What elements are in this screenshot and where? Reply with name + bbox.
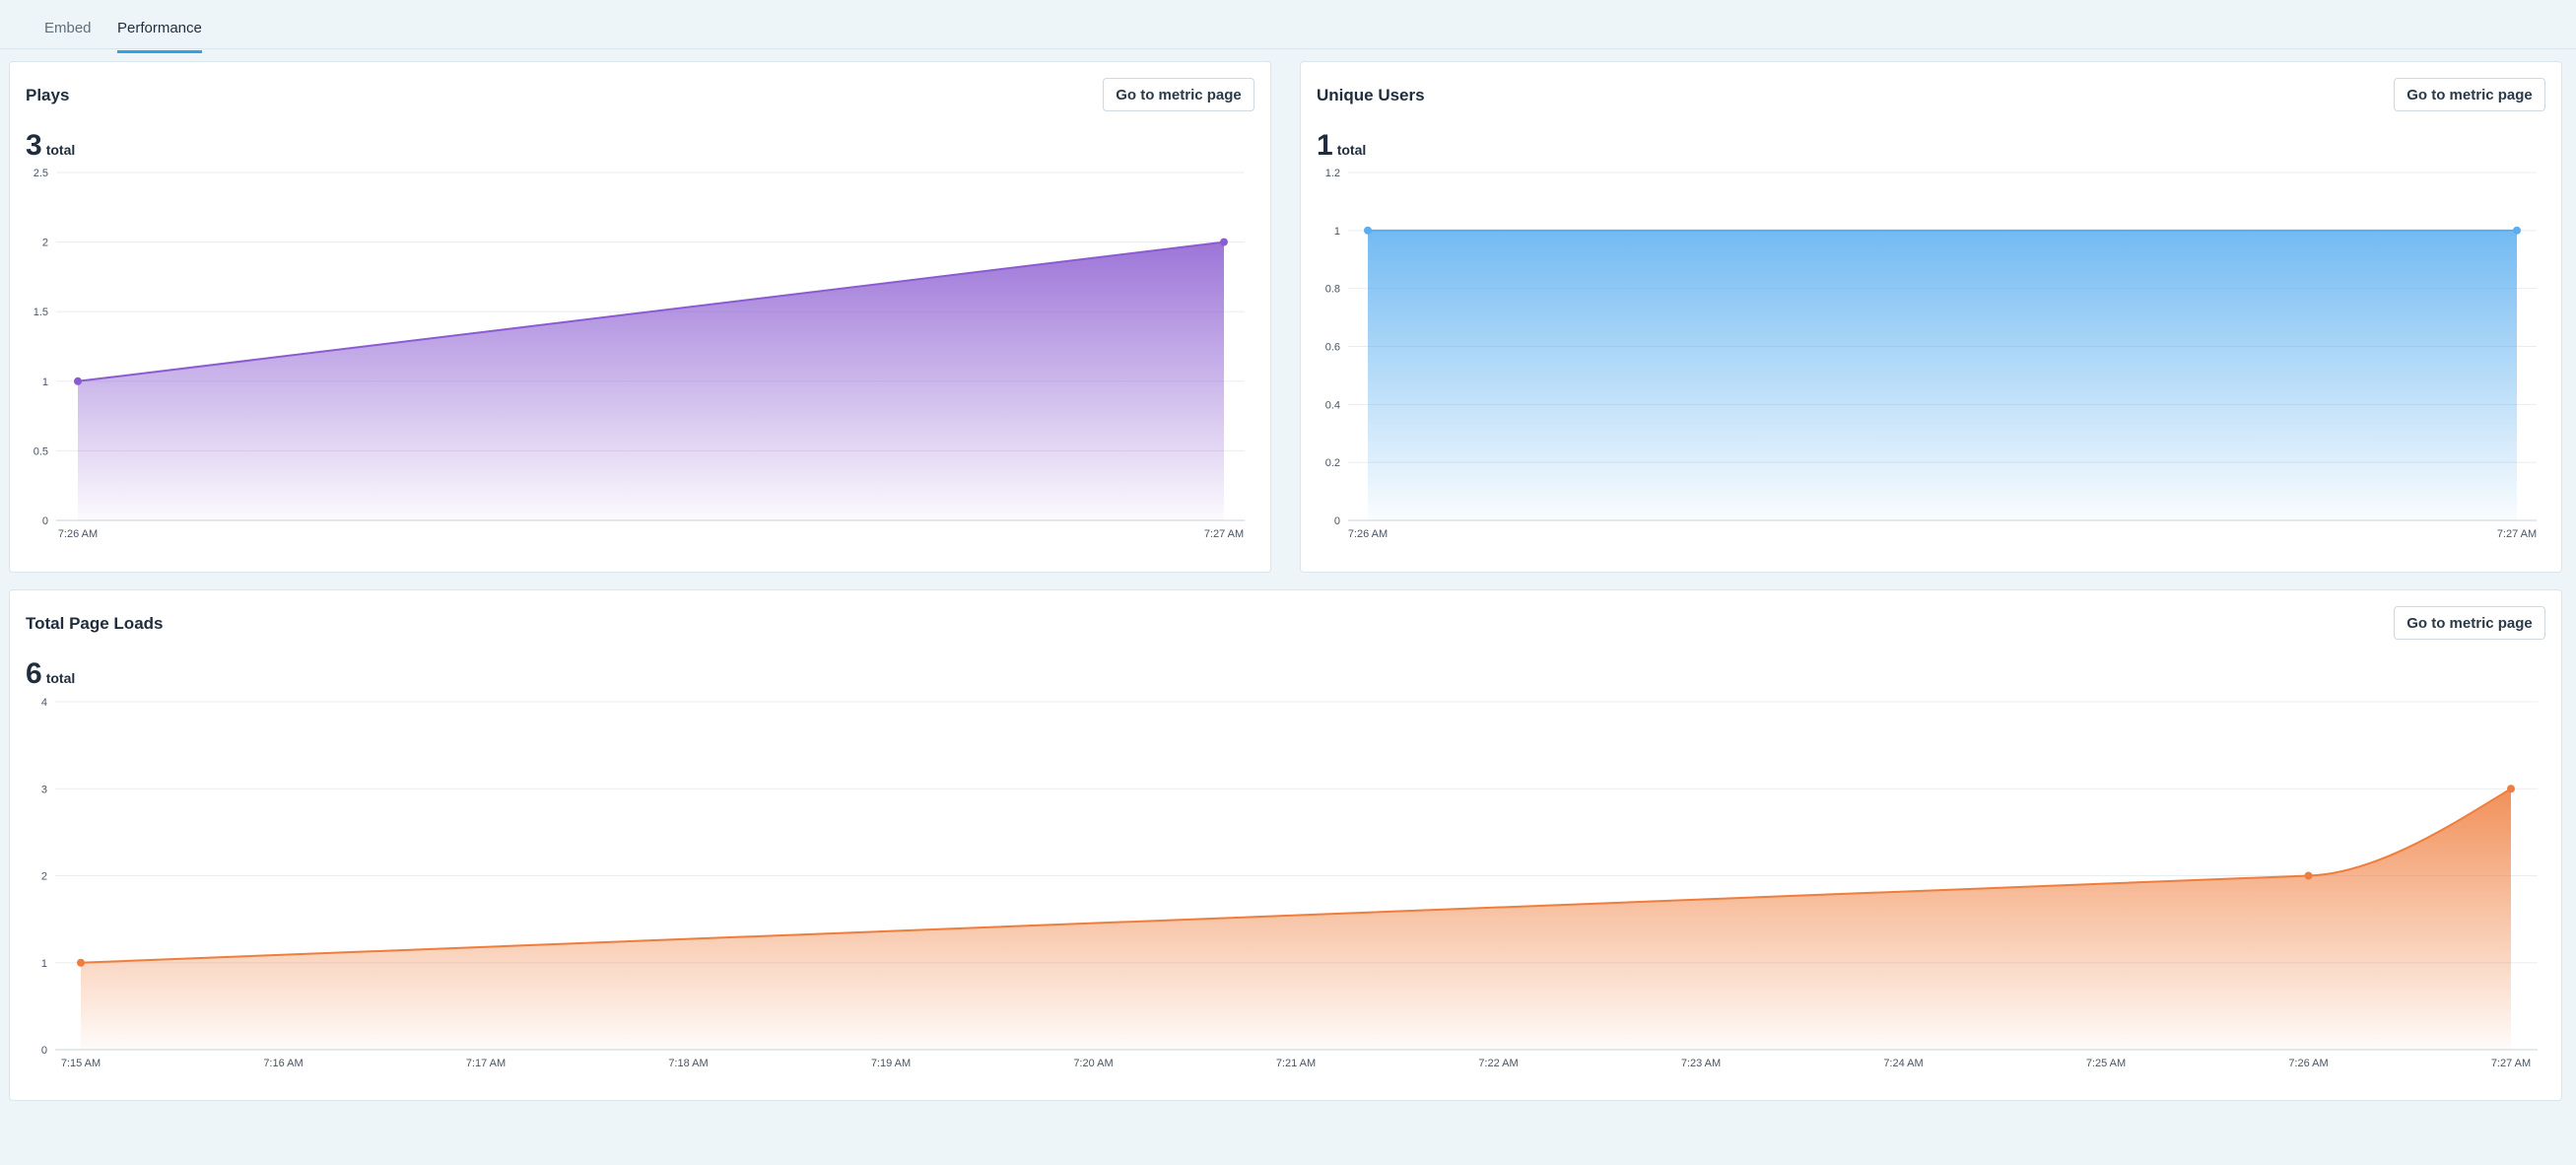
x-tick-label: 7:23 AM [1681, 1058, 1721, 1069]
y-tick-label: 0.8 [1325, 284, 1340, 296]
y-tick-label: 1 [1334, 226, 1340, 238]
data-point[interactable] [2513, 226, 2521, 235]
series-area [78, 241, 1224, 520]
x-tick-label: 7:26 AM [2288, 1058, 2328, 1069]
tab-embed[interactable]: Embed [44, 20, 92, 36]
y-tick-label: 0 [42, 515, 48, 527]
y-tick-label: 3 [41, 784, 47, 795]
data-point[interactable] [77, 958, 85, 967]
series-line [77, 240, 1225, 382]
x-tick-label: 7:22 AM [1478, 1058, 1518, 1069]
y-tick-label: 0 [41, 1045, 47, 1057]
x-tick-label: 7:27 AM [2497, 528, 2537, 540]
y-tick-label: 0.4 [1325, 399, 1340, 411]
x-tick-label: 7:26 AM [58, 528, 98, 540]
unique-users-chart: 0 0.2 0.4 0.6 0.8 1 1.2 7:26 AM 7:27 AM [1325, 168, 2537, 540]
data-point[interactable] [1364, 226, 1372, 235]
data-point[interactable] [2507, 785, 2515, 793]
page-loads-card: Total Page Loads Go to metric page 6 tot… [9, 589, 2562, 1101]
plays-chart: 0 0.5 1 1.5 2 2.5 7:26 AM 7:27 AM [34, 168, 1245, 540]
total-summary: 1 total [1317, 129, 1366, 163]
total-value: 3 [26, 129, 42, 162]
total-value: 1 [1317, 129, 1333, 162]
total-label: total [45, 142, 76, 158]
y-tick-label: 0.2 [1325, 457, 1340, 469]
total-summary: 3 total [26, 129, 75, 163]
y-tick-label: 1 [41, 958, 47, 970]
x-tick-label: 7:27 AM [2491, 1058, 2531, 1069]
x-tick-label: 7:27 AM [1204, 528, 1244, 540]
series-area [1368, 230, 2517, 521]
go-to-metric-page-button[interactable]: Go to metric page [2394, 606, 2545, 640]
total-label: total [45, 670, 76, 686]
total-value: 6 [26, 657, 42, 690]
data-point[interactable] [74, 377, 82, 385]
series-line [80, 788, 2512, 964]
x-tick-label: 7:21 AM [1276, 1058, 1316, 1069]
x-tick-label: 7:17 AM [466, 1058, 506, 1069]
card-title: Total Page Loads [26, 614, 164, 633]
unique-users-card: Unique Users Go to metric page 1 total 0… [1300, 61, 2562, 573]
y-tick-label: 4 [41, 697, 47, 709]
tab-bar: Embed Performance [0, 0, 2576, 53]
y-tick-label: 0.5 [34, 445, 48, 457]
plays-card: Plays Go to metric page 3 total 0 0.5 1 1.5… [9, 61, 1271, 573]
y-tick-label: 1.5 [34, 307, 48, 318]
y-tick-label: 2 [41, 871, 47, 883]
x-tick-label: 7:16 AM [263, 1058, 303, 1069]
series-area [81, 788, 2511, 1050]
data-point[interactable] [1220, 238, 1228, 246]
y-tick-label: 1 [42, 377, 48, 388]
tab-performance[interactable]: Performance [117, 20, 202, 53]
page-loads-chart: 0 1 2 3 4 7:15 AM 7:16 AM 7:17 AM 7:18 AM 7:19 AM… [41, 697, 2538, 1069]
data-point[interactable] [2304, 871, 2313, 880]
x-tick-label: 7:26 AM [1348, 528, 1388, 540]
x-tick-label: 7:25 AM [2086, 1058, 2126, 1069]
y-tick-label: 1.2 [1325, 168, 1340, 179]
go-to-metric-page-button[interactable]: Go to metric page [2394, 78, 2545, 111]
total-label: total [1336, 142, 1367, 158]
x-tick-label: 7:20 AM [1073, 1058, 1113, 1069]
x-tick-label: 7:15 AM [61, 1058, 101, 1069]
x-tick-label: 7:18 AM [668, 1058, 708, 1069]
x-tick-label: 7:19 AM [871, 1058, 911, 1069]
y-tick-label: 0 [1334, 515, 1340, 527]
y-tick-label: 2 [42, 238, 48, 249]
y-tick-label: 2.5 [34, 168, 48, 179]
x-tick-label: 7:24 AM [1883, 1058, 1923, 1069]
y-tick-label: 0.6 [1325, 342, 1340, 354]
go-to-metric-page-button[interactable]: Go to metric page [1103, 78, 1254, 111]
card-title: Plays [26, 86, 70, 104]
total-summary: 6 total [26, 657, 75, 691]
card-title: Unique Users [1317, 86, 1425, 104]
